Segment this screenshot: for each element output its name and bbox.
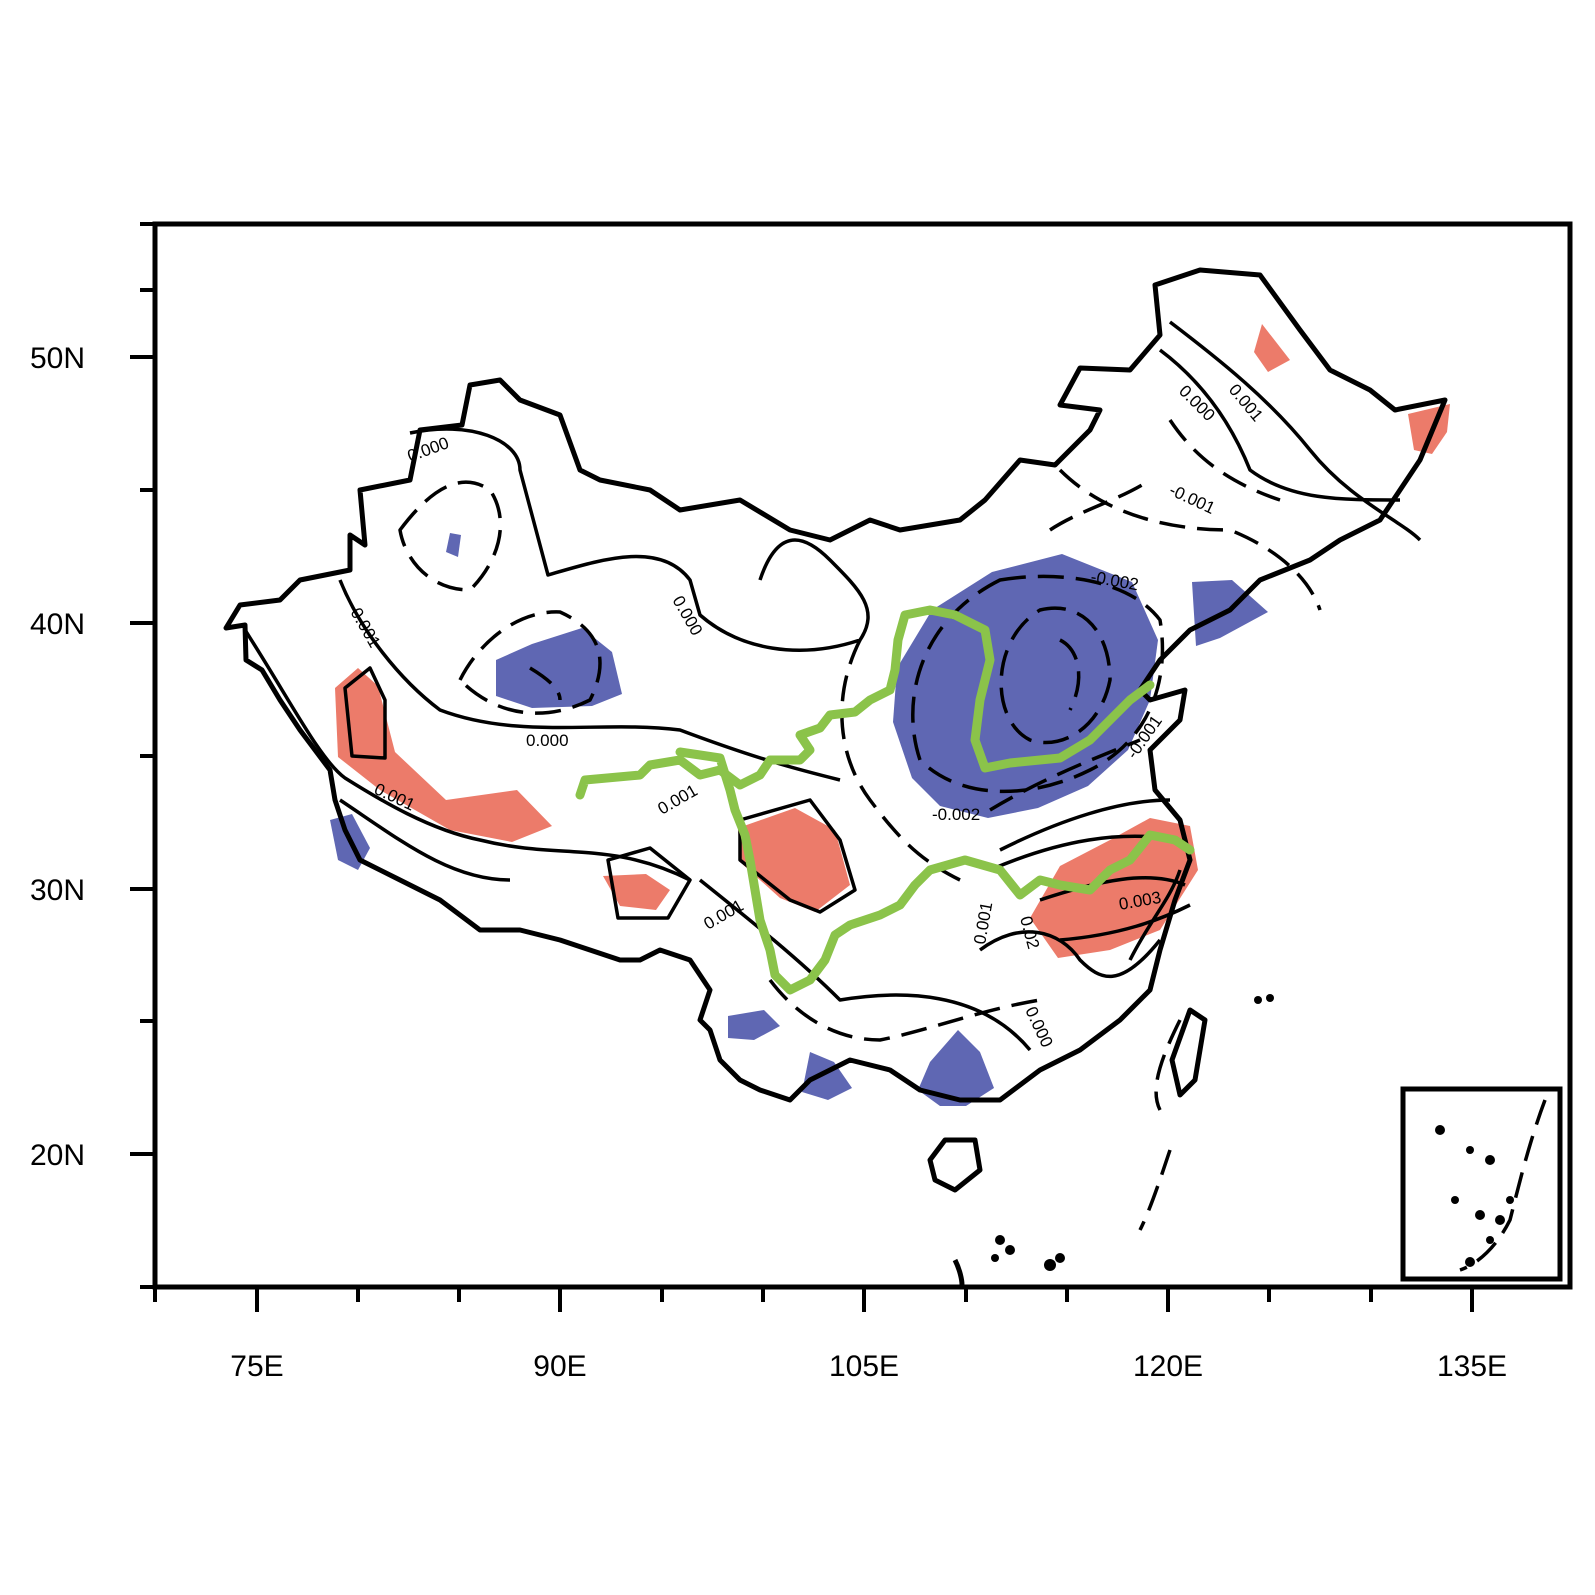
x-tick-label: 105E	[829, 1350, 899, 1383]
inset-frame	[1400, 1086, 1563, 1282]
y-tick-label: 50N	[30, 342, 85, 375]
country-border	[223, 267, 1448, 1103]
contour-label: -0.002	[932, 805, 980, 824]
x-tick-label: 135E	[1437, 1350, 1507, 1383]
south-sea-islands	[991, 994, 1274, 1271]
x-tick-label: 120E	[1133, 1350, 1203, 1383]
solid-contours	[243, 320, 1422, 1052]
yangtze-river	[675, 747, 1195, 995]
south-sea-outline	[952, 1258, 965, 1286]
yellow-river	[575, 605, 1155, 800]
taiwan-island	[1169, 1007, 1208, 1098]
x-tick-labels: 75E 90E 105E 120E 135E	[230, 1350, 1507, 1383]
y-axis	[130, 222, 155, 1289]
y-tick-label: 20N	[30, 1139, 85, 1172]
inset-islands	[1435, 1125, 1514, 1267]
x-tick-label: 75E	[230, 1350, 283, 1383]
hainan-island	[927, 1137, 983, 1193]
dashed-contours	[398, 419, 1322, 1231]
inset-boundary	[1459, 1099, 1547, 1272]
x-axis	[153, 1287, 1474, 1312]
x-tick-label: 90E	[533, 1350, 586, 1383]
y-tick-labels: 50N 40N 30N 20N	[30, 342, 85, 1172]
y-tick-label: 40N	[30, 608, 85, 641]
y-tick-label: 30N	[30, 874, 85, 907]
contour-label: 0.000	[526, 731, 569, 750]
